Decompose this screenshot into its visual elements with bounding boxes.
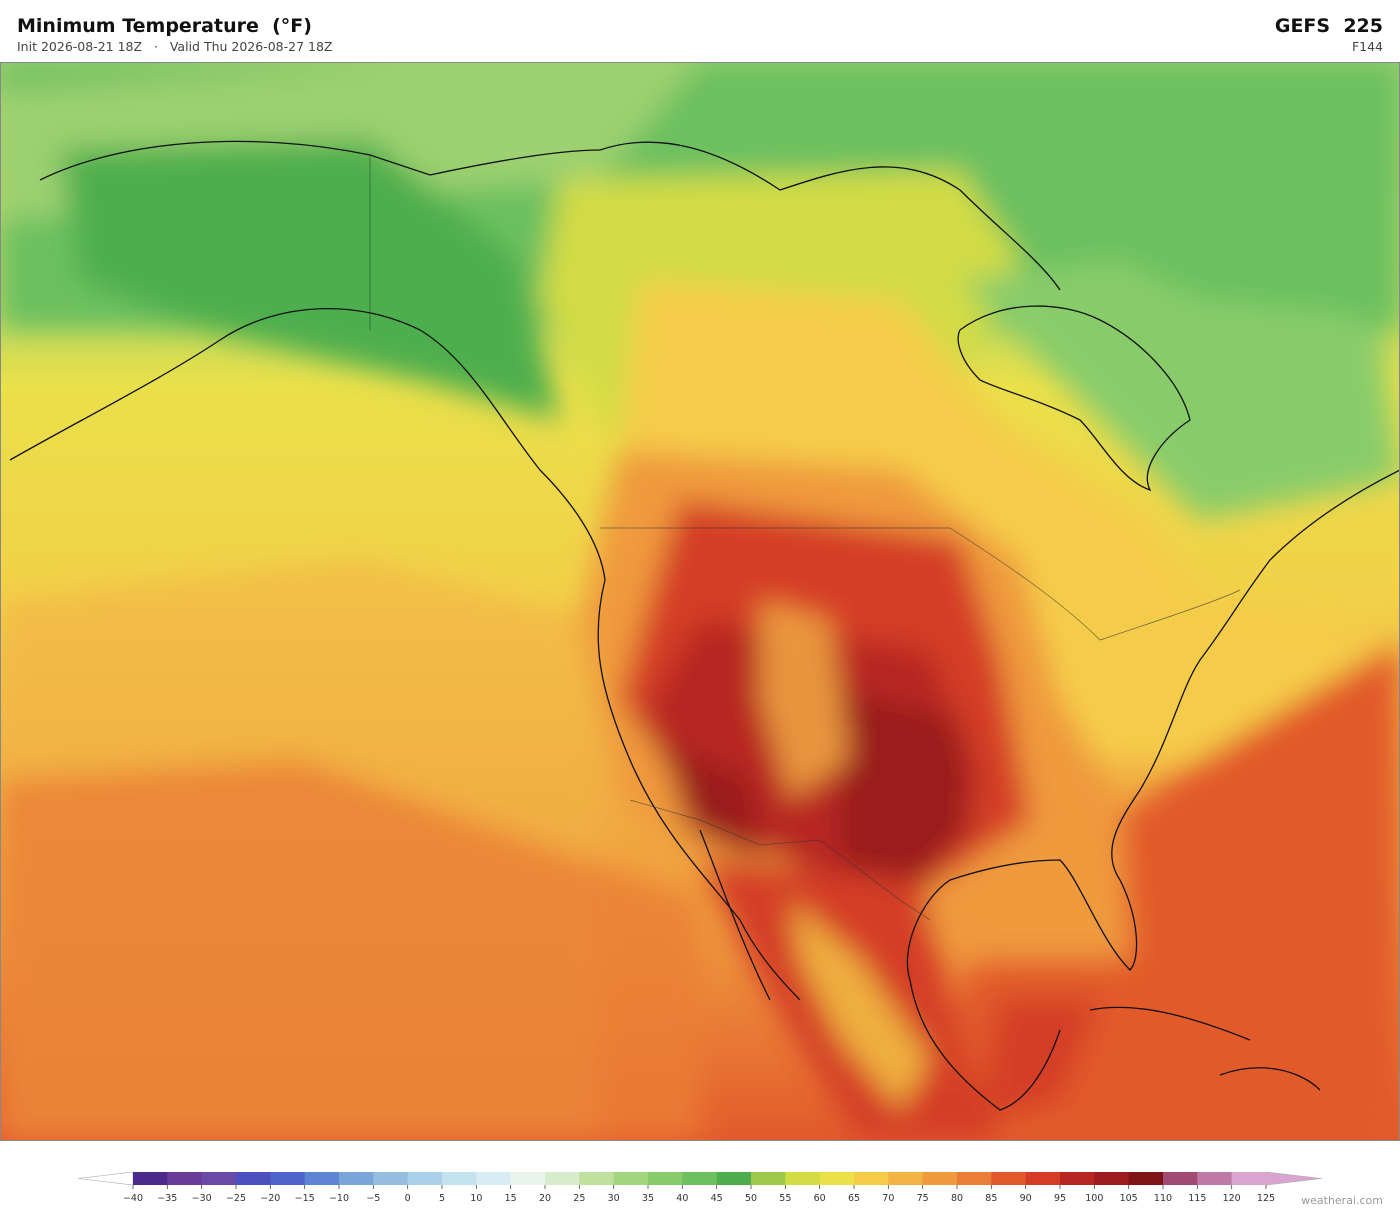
colorbar-tick-label: 60 bbox=[814, 1193, 826, 1204]
colorbar-tick-label: 80 bbox=[951, 1193, 963, 1204]
colorbar-bin bbox=[1163, 1172, 1198, 1185]
colorbar-tick-label: 40 bbox=[676, 1193, 688, 1204]
colorbar-bin bbox=[236, 1172, 271, 1185]
colorbar-tick-label: 75 bbox=[917, 1193, 929, 1204]
colorbar-tick-label: −25 bbox=[226, 1193, 246, 1204]
colorbar-tick-label: 65 bbox=[848, 1193, 860, 1204]
colorbar-bin bbox=[1128, 1172, 1164, 1185]
colorbar-over bbox=[1265, 1171, 1323, 1186]
colorbar-tick-label: 5 bbox=[439, 1193, 445, 1204]
colorbar-bin bbox=[407, 1172, 443, 1185]
colorbar-tick-label: 0 bbox=[405, 1193, 411, 1204]
colorbar-tick-label: 55 bbox=[779, 1193, 791, 1204]
borders bbox=[369, 155, 1241, 921]
colorbar-tick-label: 50 bbox=[745, 1193, 757, 1204]
colorbar-bin bbox=[1060, 1172, 1095, 1185]
colorbar-bin bbox=[957, 1172, 992, 1185]
colorbar-tick-label: 85 bbox=[985, 1193, 997, 1204]
coastlines bbox=[9, 140, 1400, 1111]
colorbar-bin bbox=[854, 1172, 889, 1185]
colorbar-tick-label: 35 bbox=[642, 1193, 654, 1204]
colorbar-bin bbox=[339, 1172, 374, 1185]
colorbar-tick-label: 25 bbox=[573, 1193, 585, 1204]
colorbar-bin bbox=[613, 1172, 649, 1185]
colorbar-tick-label: 115 bbox=[1188, 1193, 1206, 1204]
colorbar-tick-label: 95 bbox=[1054, 1193, 1066, 1204]
colorbar-tick-label: 45 bbox=[711, 1193, 723, 1204]
colorbar-bin bbox=[1197, 1172, 1233, 1185]
colorbar-tick-label: 120 bbox=[1223, 1193, 1241, 1204]
colorbar-tick-label: 30 bbox=[608, 1193, 620, 1204]
colorbar-tick-label: 125 bbox=[1257, 1193, 1275, 1204]
colorbar-tick-label: 105 bbox=[1120, 1193, 1138, 1204]
colorbar-under bbox=[77, 1171, 134, 1186]
colorbar-bin bbox=[442, 1172, 477, 1185]
colorbar-bin bbox=[510, 1172, 546, 1185]
colorbar-bin bbox=[751, 1172, 786, 1185]
colorbar-bin bbox=[888, 1172, 924, 1185]
colorbar-tick-label: −10 bbox=[329, 1193, 349, 1204]
colorbar-bin bbox=[133, 1172, 168, 1185]
colorbar-bin bbox=[819, 1172, 855, 1185]
map-subtitle: Init 2026-08-21 18Z · Valid Thu 2026-08-… bbox=[17, 39, 333, 54]
colorbar-bin bbox=[476, 1172, 512, 1185]
colorbar-tick-label: −15 bbox=[295, 1193, 315, 1204]
colorbar-bin bbox=[1231, 1172, 1267, 1185]
colorbar-bin bbox=[201, 1172, 237, 1185]
colorbar-bin bbox=[922, 1172, 958, 1185]
colorbar-bin bbox=[785, 1172, 821, 1185]
colorbar-bin bbox=[373, 1172, 409, 1185]
colorbar-bin bbox=[682, 1172, 718, 1185]
colorbar-bin bbox=[716, 1172, 752, 1185]
colorbar-tick-label: 90 bbox=[1020, 1193, 1032, 1204]
map-title: Minimum Temperature (°F) bbox=[17, 15, 312, 37]
colorbar-bin bbox=[579, 1172, 615, 1185]
colorbar-bin bbox=[270, 1172, 306, 1185]
colorbar-tick-label: 15 bbox=[505, 1193, 517, 1204]
colorbar-bin bbox=[1025, 1172, 1061, 1185]
colorbar-tick-label: 10 bbox=[470, 1193, 482, 1204]
colorbar-bin bbox=[545, 1172, 580, 1185]
map-field bbox=[0, 62, 1400, 1140]
colorbar-tick-label: −30 bbox=[192, 1193, 212, 1204]
colorbar-tick-label: 100 bbox=[1085, 1193, 1103, 1204]
forecast-hour: F144 bbox=[1351, 39, 1383, 54]
colorbar: −40 −35 −30 −25 −20 −15 −10 −5 0 5 10 15 20 25 30 35 40 4… bbox=[77, 1171, 1323, 1204]
colorbar-bin bbox=[304, 1172, 340, 1185]
colorbar-bin bbox=[1094, 1172, 1130, 1185]
colorbar-tick-label: 70 bbox=[882, 1193, 894, 1204]
colorbar-bin bbox=[167, 1172, 203, 1185]
colorbar-tick-label: −35 bbox=[157, 1193, 177, 1204]
colorbar-tick-label: 20 bbox=[539, 1193, 551, 1204]
colorbar-tick-label: 110 bbox=[1154, 1193, 1172, 1204]
colorbar-bin bbox=[991, 1172, 1027, 1185]
colorbar-tick-label: −20 bbox=[260, 1193, 280, 1204]
colorbar-tick-label: −5 bbox=[366, 1193, 380, 1204]
colorbar-bin bbox=[648, 1172, 683, 1185]
watermark: weatherai.com bbox=[1301, 1194, 1383, 1207]
colorbar-tick-label: −40 bbox=[123, 1193, 143, 1204]
model-name: GEFS 225 bbox=[1274, 15, 1383, 37]
